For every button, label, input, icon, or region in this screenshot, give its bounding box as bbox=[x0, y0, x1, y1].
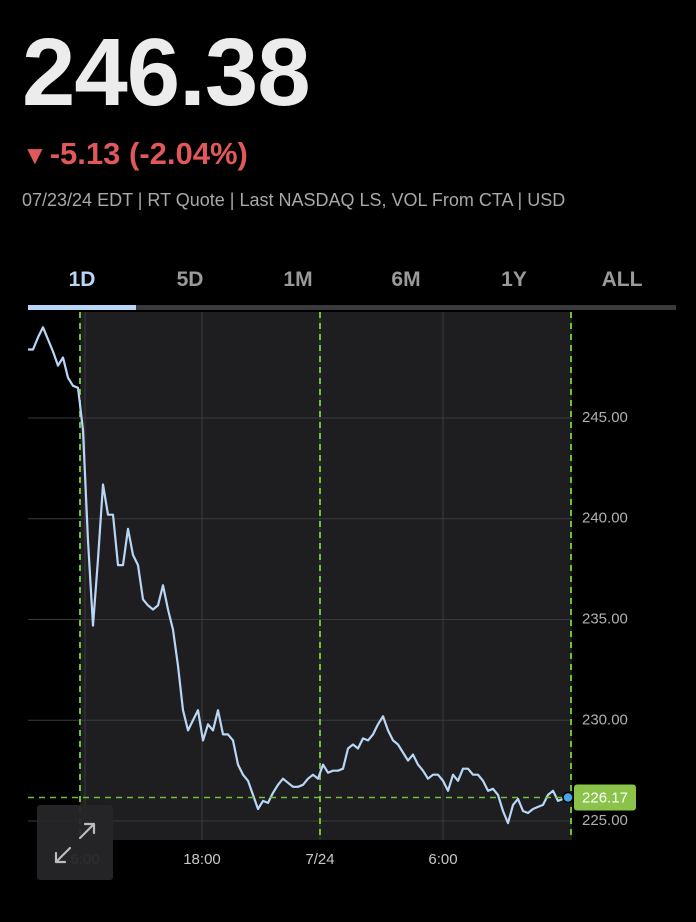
tab-track bbox=[28, 305, 676, 310]
price-change: ▼-5.13 (-2.04%) bbox=[22, 136, 248, 172]
x-tick-label: 6:00 bbox=[428, 851, 457, 868]
expand-button[interactable] bbox=[37, 805, 113, 880]
range-tab[interactable]: 1Y bbox=[501, 268, 527, 291]
change-text: -5.13 (-2.04%) bbox=[49, 136, 248, 171]
y-tick-label: 245.00 bbox=[582, 409, 628, 426]
expand-icon bbox=[54, 822, 96, 864]
last-price-label: 226.17 bbox=[582, 789, 628, 806]
y-tick-label: 235.00 bbox=[582, 610, 628, 627]
range-tab[interactable]: ALL bbox=[601, 268, 643, 291]
range-tab[interactable]: 1M bbox=[283, 268, 313, 291]
range-tab[interactable]: 1D bbox=[68, 268, 96, 291]
range-tab[interactable]: 6M bbox=[391, 268, 421, 291]
quote-info: 07/23/24 EDT | RT Quote | Last NASDAQ LS… bbox=[22, 190, 566, 210]
y-tick-label: 230.00 bbox=[582, 711, 628, 728]
tab-indicator bbox=[28, 305, 136, 310]
range-tab[interactable]: 5D bbox=[176, 268, 204, 291]
x-tick-label: 18:00 bbox=[183, 851, 221, 868]
expand-button-bg bbox=[37, 805, 113, 880]
session-background bbox=[80, 312, 572, 840]
last-price-box bbox=[574, 784, 636, 811]
range-tabs: 1D 5D 1M 6M 1Y ALL bbox=[28, 262, 676, 311]
last-price-dot bbox=[562, 791, 574, 804]
price-line bbox=[28, 326, 569, 825]
x-tick-label: 7/24 bbox=[305, 851, 334, 868]
y-tick-label: 225.00 bbox=[582, 812, 628, 829]
y-tick-label: 240.00 bbox=[582, 510, 628, 527]
price: 246.38 bbox=[22, 19, 311, 126]
down-arrow: ▼ bbox=[22, 140, 48, 170]
